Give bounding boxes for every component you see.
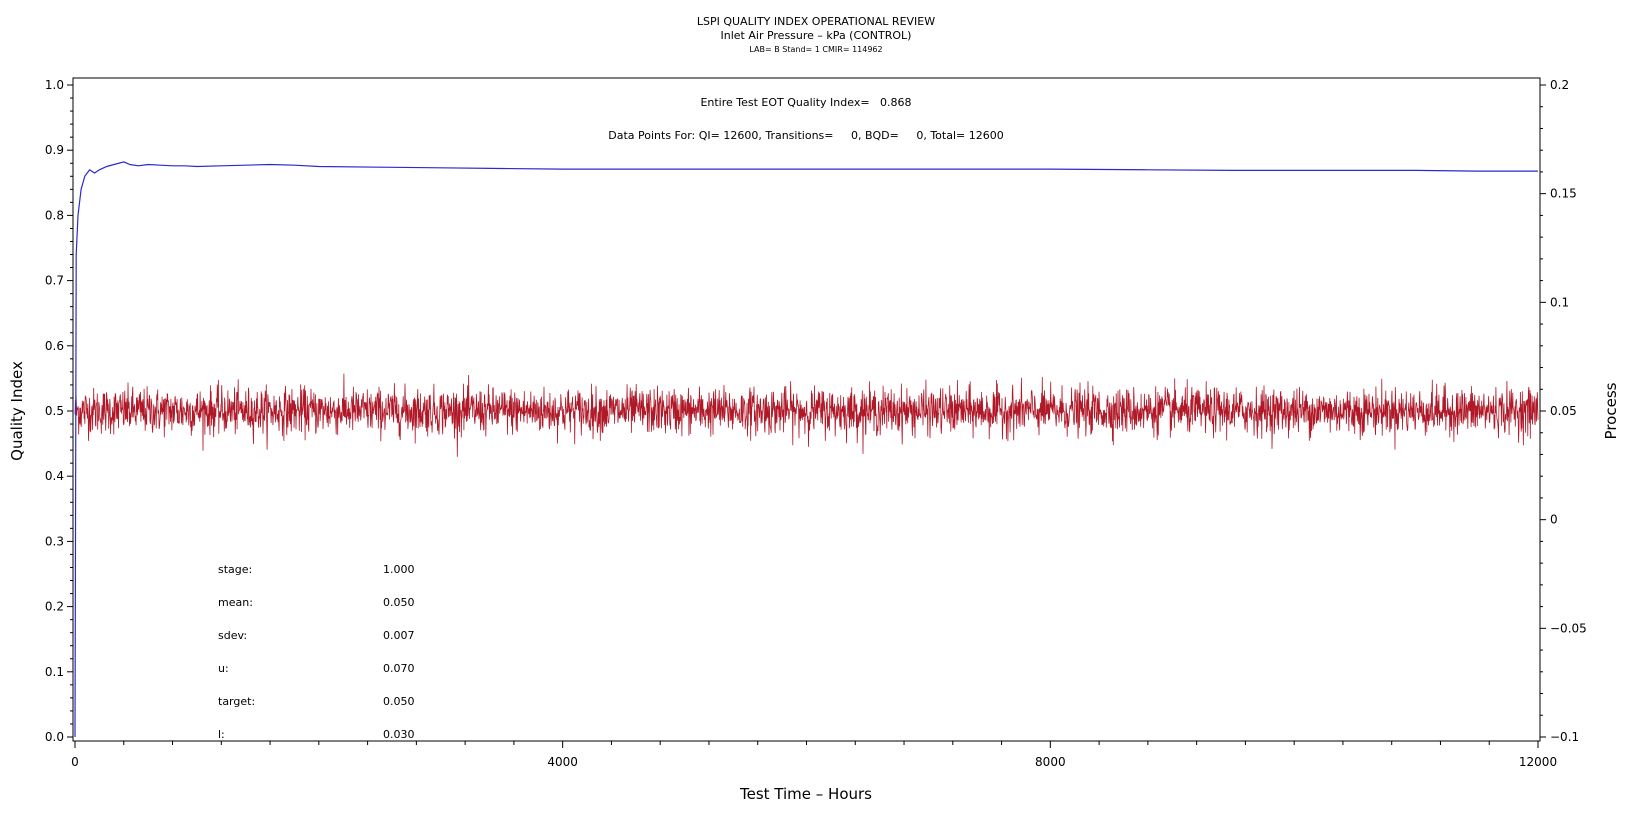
stat-value: 0.007 — [383, 629, 415, 642]
quality-index-series-line — [74, 161, 1538, 738]
bottom-axis-tick-label: 8000 — [1035, 755, 1066, 769]
right-axis-tick-label: −0.1 — [1550, 730, 1579, 744]
x-axis-label: Test Time – Hours — [739, 785, 872, 803]
stats-block: stage: 1.000 mean: 0.050 sdev: 0.007 u: 0.070 ta… — [218, 563, 415, 741]
left-axis-tick-label: 1.0 — [45, 78, 64, 92]
left-axis-tick-label: 0.4 — [45, 469, 64, 483]
left-axis-tick-label: 0.1 — [45, 665, 64, 679]
y2-axis-label: Process — [1602, 382, 1620, 439]
stat-value: 1.000 — [383, 563, 415, 576]
left-axis-tick-label: 0.5 — [45, 404, 64, 418]
eot-quality-index: Entire Test EOT Quality Index= 0.868 — [700, 96, 911, 109]
bottom-axis-tick-label: 0 — [71, 755, 79, 769]
left-axis-tick-label: 0.3 — [45, 534, 64, 548]
chart-title: LSPI QUALITY INDEX OPERATIONAL REVIEW — [697, 15, 935, 28]
chart-subtitle: Inlet Air Pressure – kPa (CONTROL) — [721, 29, 912, 42]
data-points-summary: Data Points For: QI= 12600, Transitions=… — [608, 129, 1003, 142]
left-axis-tick-label: 0.2 — [45, 600, 64, 614]
stat-label: l: — [218, 728, 225, 741]
left-axis-tick-label: 0.9 — [45, 143, 64, 157]
stat-label: target: — [218, 695, 255, 708]
stat-value: 0.070 — [383, 662, 415, 675]
left-axis: 0.0 0.1 0.2 0.3 0.4 0.5 0.6 0.7 0.8 0.9 1.0 — [45, 78, 73, 744]
y-axis-label: Quality Index — [8, 361, 26, 461]
stat-label: mean: — [218, 596, 253, 609]
chart-info: LAB= B Stand= 1 CMIR= 114962 — [749, 45, 882, 54]
left-axis-tick-label: 0.8 — [45, 208, 64, 222]
left-axis-tick-label: 0.6 — [45, 339, 64, 353]
stat-value: 0.030 — [383, 728, 415, 741]
right-axis: −0.1 −0.05 0 0.05 0.1 0.15 0.2 — [1540, 78, 1587, 744]
bottom-axis: 0 4000 8000 12000 — [71, 741, 1557, 769]
right-axis-tick-label: 0 — [1550, 513, 1558, 527]
left-axis-tick-label: 0.7 — [45, 274, 64, 288]
right-axis-tick-label: 0.2 — [1550, 78, 1569, 92]
bottom-axis-tick-label: 4000 — [547, 755, 578, 769]
right-axis-tick-label: 0.05 — [1550, 404, 1577, 418]
right-axis-tick-label: 0.1 — [1550, 295, 1569, 309]
stat-value: 0.050 — [383, 596, 415, 609]
left-axis-tick-label: 0.0 — [45, 730, 64, 744]
right-axis-tick-label: −0.05 — [1550, 621, 1587, 635]
stat-label: sdev: — [218, 629, 247, 642]
right-axis-tick-label: 0.15 — [1550, 187, 1577, 201]
stat-value: 0.050 — [383, 695, 415, 708]
bottom-axis-tick-label: 12000 — [1519, 755, 1557, 769]
stat-label: stage: — [218, 563, 252, 576]
process-series-line — [74, 373, 1539, 457]
stat-label: u: — [218, 662, 229, 675]
